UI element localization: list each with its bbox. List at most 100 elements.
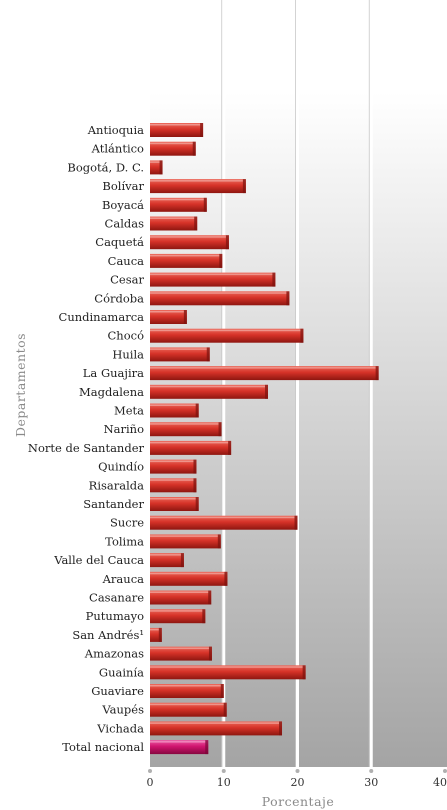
bar (150, 702, 227, 717)
bar (150, 384, 268, 399)
bar-highlight (150, 479, 194, 481)
bar (150, 328, 304, 343)
bar (150, 534, 221, 549)
category-label: Meta (114, 404, 144, 418)
bar-highlight (150, 217, 195, 219)
bar-end-cap (183, 310, 187, 324)
bar-end-cap (300, 328, 304, 343)
category-label: La Guajira (83, 366, 144, 380)
bar (150, 253, 223, 268)
bar (150, 347, 210, 362)
category-label: Magdalena (79, 385, 144, 399)
bar (150, 459, 197, 474)
bar-end-cap (272, 272, 276, 287)
bar-highlight (150, 198, 204, 201)
category-label: San Andrés¹ (72, 628, 144, 642)
bar-end-cap (195, 497, 199, 511)
bar-end-cap (224, 571, 228, 586)
x-tick-label: 0 (147, 776, 154, 789)
bar (150, 366, 379, 381)
category-label: Valle del Cauca (53, 553, 144, 567)
bar-highlight (150, 348, 207, 350)
bar-highlight (150, 535, 218, 537)
category-label: Chocó (108, 329, 145, 343)
bar-end-cap (375, 366, 379, 381)
category-label: Guainía (99, 665, 144, 679)
bar-highlight (150, 254, 220, 257)
bar-end-cap (193, 478, 197, 493)
bar (150, 497, 199, 511)
bar-highlight (150, 572, 225, 575)
bar-end-cap (218, 422, 222, 437)
bar (150, 141, 196, 156)
category-label: Bolívar (102, 179, 144, 193)
bar-highlight (150, 647, 209, 650)
bar-highlight (150, 610, 203, 612)
bar-highlight (150, 423, 219, 425)
bar (150, 197, 207, 212)
bar (150, 422, 222, 437)
bar-highlight (150, 124, 201, 126)
bar-end-cap (200, 123, 204, 137)
bar-highlight (150, 741, 206, 743)
bar (150, 590, 212, 605)
bar-end-cap (159, 160, 163, 175)
category-label: Risaralda (89, 478, 144, 492)
category-label: Casanare (89, 591, 144, 605)
tick-mark (221, 769, 226, 773)
x-tick-labels: 0 10 20 30 40 (147, 769, 447, 789)
category-label: Huila (112, 347, 144, 361)
bar-end-cap (219, 253, 223, 268)
bar (150, 609, 206, 624)
category-label: Tolima (105, 534, 144, 548)
category-label: Guaviare (91, 684, 144, 698)
bar (150, 571, 228, 586)
bar-end-cap (195, 403, 199, 418)
bar-end-cap (217, 534, 221, 549)
bar-end-cap (193, 459, 197, 474)
bar-highlight (150, 628, 159, 631)
bar-highlight (150, 161, 160, 163)
bar (150, 627, 162, 642)
bar (150, 646, 212, 661)
bar (150, 291, 290, 306)
bar (150, 235, 229, 250)
category-label: Atlántico (91, 142, 144, 156)
bar-end-cap (205, 740, 209, 755)
bar-end-cap (265, 384, 268, 399)
category-label: Vaupés (101, 703, 144, 717)
category-label: Córdoba (94, 291, 144, 305)
category-label: Total nacional (62, 740, 144, 754)
bar-end-cap (208, 646, 212, 661)
bar-highlight (150, 292, 287, 294)
bar (150, 721, 283, 736)
category-label: Amazonas (84, 647, 144, 661)
category-label: Quindío (98, 460, 144, 474)
gridlines (221, 0, 373, 767)
y-axis-label: Departamentos (13, 333, 28, 437)
tick-mark (148, 769, 152, 773)
tick-mark (295, 769, 300, 773)
x-tick-label: 40 (433, 776, 447, 789)
bar (150, 740, 209, 755)
category-label: Arauca (102, 572, 145, 586)
category-label: Putumayo (86, 609, 144, 623)
bar-end-cap (206, 347, 210, 362)
bar-end-cap (223, 702, 227, 717)
bar-highlight (150, 666, 303, 668)
bar-highlight (150, 722, 280, 724)
x-tick-label: 30 (364, 776, 378, 789)
category-label: Cauca (108, 254, 145, 268)
bar (150, 515, 298, 530)
bar-highlight (150, 142, 193, 145)
bar-highlight (150, 685, 221, 687)
bar-highlight (150, 236, 226, 238)
bar-end-cap (302, 665, 306, 680)
bar (150, 123, 204, 137)
bar-highlight (150, 311, 184, 313)
category-labels: Antioquia Atlántico Bogotá, D. C. Bolívar Bo… (28, 123, 145, 754)
bar-highlight (150, 329, 301, 332)
bar (150, 179, 246, 194)
bar-highlight (150, 441, 229, 444)
